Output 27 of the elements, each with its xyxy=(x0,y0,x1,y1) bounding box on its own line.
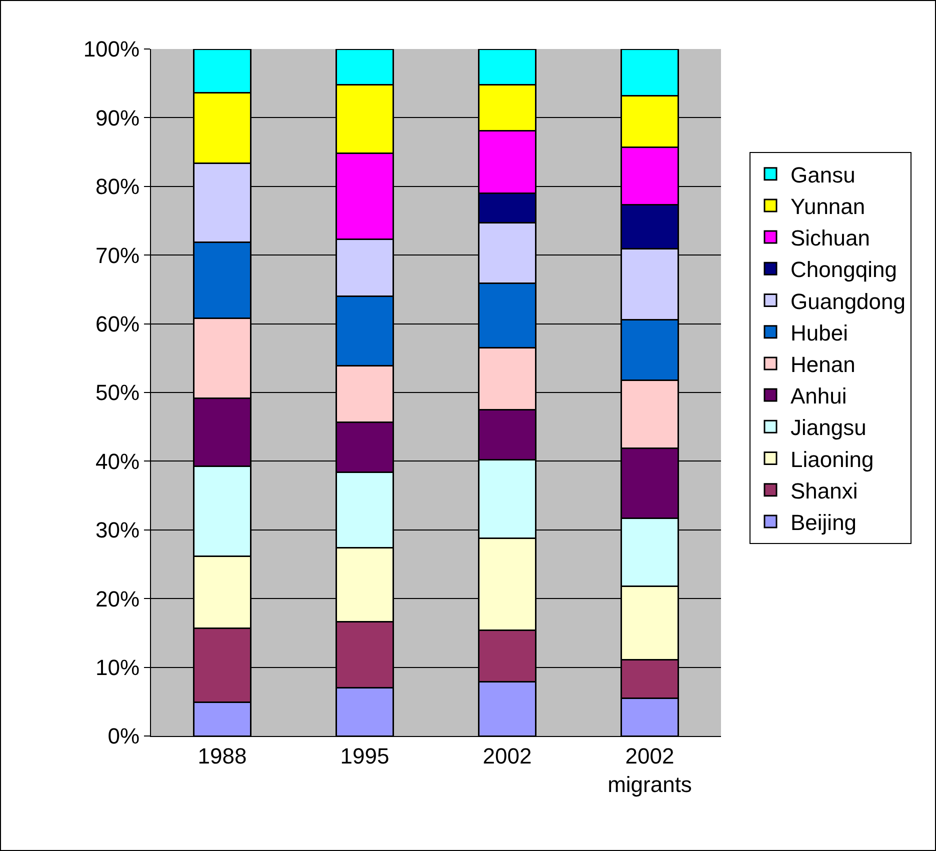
legend-label: Yunnan xyxy=(790,194,866,220)
legend-label: Jiangsu xyxy=(790,415,866,440)
y-tick-label: 100% xyxy=(83,36,140,62)
legend-label: Sichuan xyxy=(790,226,870,251)
y-tick-label: 30% xyxy=(96,518,140,543)
legend-label: Guangdong xyxy=(790,288,906,314)
legend-label: Hubei xyxy=(790,320,848,346)
y-tick-label: 20% xyxy=(96,586,140,612)
legend-label: Henan xyxy=(790,352,856,378)
legend-label: Shanxi xyxy=(790,478,858,504)
legend-label: Beijing xyxy=(790,510,857,536)
y-tick-label: 0% xyxy=(108,724,140,749)
y-tick-label: 10% xyxy=(96,655,140,680)
y-tick-label: 80% xyxy=(96,174,140,200)
y-tick-label: 90% xyxy=(96,105,140,130)
y-tick-label: 70% xyxy=(96,242,140,268)
y-tick-label: 50% xyxy=(96,380,140,406)
legend-label: Chongqing xyxy=(790,257,897,282)
x-tick-label: 1995 xyxy=(340,743,390,768)
legend-label: Anhui xyxy=(790,384,847,409)
legend-label: Liaoning xyxy=(790,446,874,472)
y-tick-label: 60% xyxy=(96,312,140,336)
legend-label: Gansu xyxy=(790,162,856,188)
x-tick-label: 2002 migrants xyxy=(608,743,692,797)
y-tick-label: 40% xyxy=(96,448,140,474)
x-tick-label: 2002 xyxy=(482,743,532,768)
x-tick-label: 1988 xyxy=(198,743,247,768)
